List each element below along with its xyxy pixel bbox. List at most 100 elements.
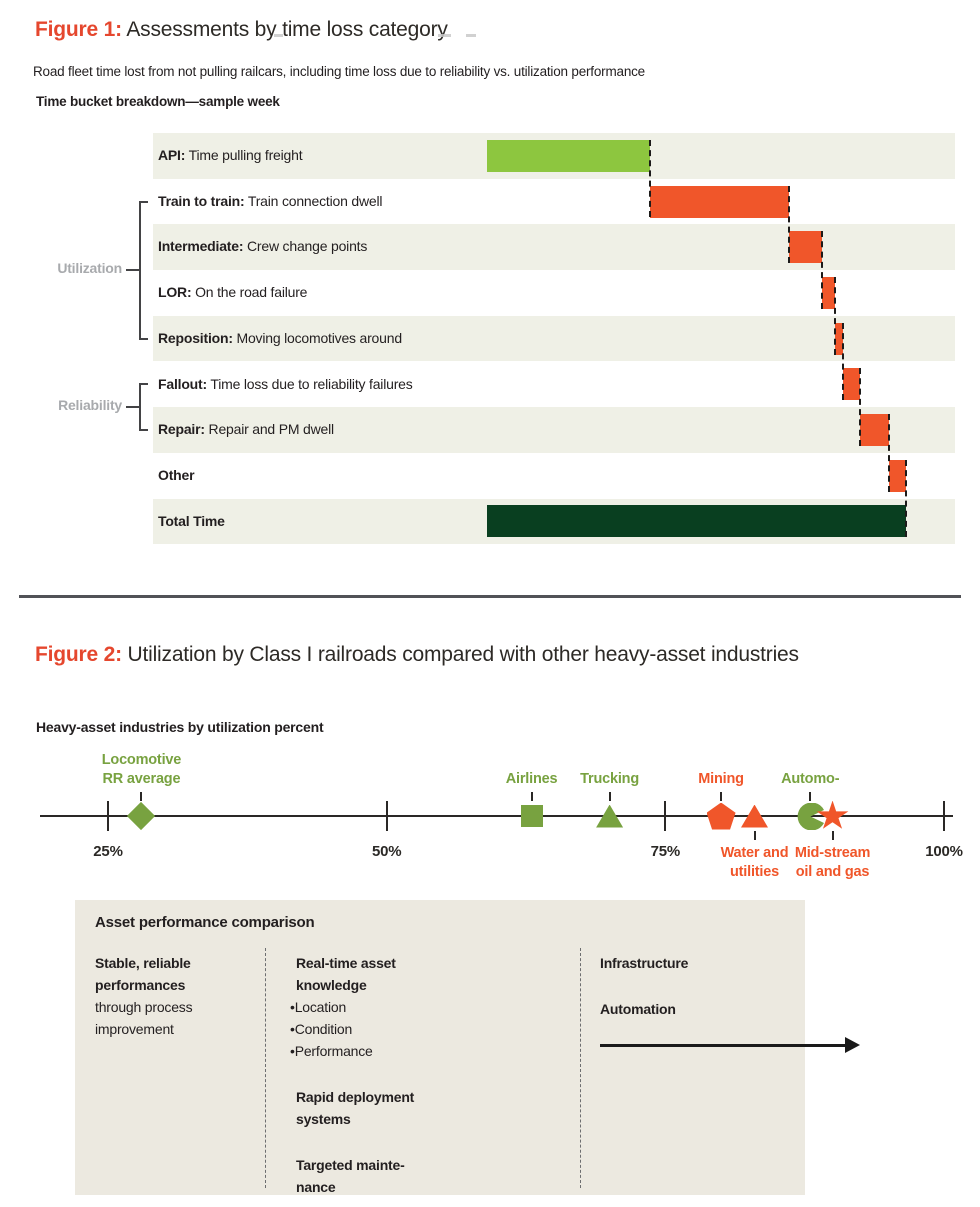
midstream_oil_and_gas-label: Mid-stream oil and gas xyxy=(758,844,908,882)
waterfall-row-label-lor: LOR: On the road failure xyxy=(158,270,307,316)
waterfall-row-band-reposition xyxy=(153,315,955,362)
axis-tick-label: 75% xyxy=(650,843,681,860)
asset-performance-box-title: Asset performance comparison xyxy=(95,914,315,931)
axis-tick xyxy=(664,801,667,831)
axis-tick-label: 50% xyxy=(371,843,402,860)
direction-arrow xyxy=(600,1044,847,1047)
figure1-label: Figure 1: xyxy=(35,18,122,41)
figure1-waterfall-chart: API: Time pulling freight Train to train:… xyxy=(0,0,980,560)
waterfall-row-band-train_to_train xyxy=(153,178,955,225)
midstream_oil_and_gas-pointer xyxy=(831,831,834,840)
mining-label-line: Mining xyxy=(698,771,744,787)
row-label-text: Moving locomotives around xyxy=(232,329,402,346)
trucking-label-line: Trucking xyxy=(580,771,640,787)
waterfall-connector xyxy=(833,276,836,355)
locomotive_rr_average-pointer xyxy=(140,792,143,801)
automotive-marker xyxy=(797,802,824,830)
locomotive_rr_average-label: Locomotive RR average xyxy=(66,751,216,789)
waterfall-bar-train_to_train xyxy=(650,185,789,218)
waterfall-bar-lor xyxy=(822,276,835,309)
figure2-title-text: Utilization by Class I railroads compare… xyxy=(121,643,800,666)
box-column-process: Stable, reliable performances through proc… xyxy=(95,952,260,1040)
row-label-prefix: Train to train: xyxy=(158,192,245,209)
row-label-prefix: Reposition: xyxy=(158,329,233,346)
group-bracket-dash xyxy=(126,406,139,409)
waterfall-row-label-intermediate: Intermediate: Crew change points xyxy=(158,224,367,270)
airlines-pointer xyxy=(530,792,533,801)
axis-tick xyxy=(107,801,109,831)
mining-marker xyxy=(706,802,736,830)
figure2-label: Figure 2: xyxy=(35,643,122,666)
asset-performance-box: Asset performance comparison Stable, rel… xyxy=(75,900,860,1198)
figure2-numberline-chart: 25% 50% 75% 100% Locomotive RR average Airline… xyxy=(40,751,963,882)
waterfall-row-label-api: API: Time pulling freight xyxy=(158,133,303,179)
midstream_oil_and_gas-label-line: Mid-stream xyxy=(794,845,871,861)
box-text-line: •Condition xyxy=(290,1021,353,1037)
box-text-line: Stable, reliable xyxy=(95,955,191,971)
waterfall-bar-intermediate xyxy=(788,231,823,264)
row-label-prefix: Repair: xyxy=(158,421,205,438)
airlines-label-line: Airlines xyxy=(505,771,558,787)
column-divider-dashed xyxy=(265,948,266,1188)
figure1-subtitle: Road fleet time lost from not pulling ra… xyxy=(33,64,645,79)
figure1-chart-heading: Time bucket breakdown—sample week xyxy=(36,94,280,109)
box-text-line: Real-time asset xyxy=(296,955,396,971)
waterfall-row-label-total_time: Total Time xyxy=(158,499,225,545)
axis-tick-label: 25% xyxy=(93,843,123,860)
box-text-line: performances xyxy=(95,977,186,993)
waterfall-bar-other xyxy=(889,459,906,492)
column-gap xyxy=(290,1062,560,1086)
automotive-label-line: Automo- xyxy=(781,771,840,787)
locomotive_rr_average-label-line: RR average xyxy=(102,771,181,787)
box-text-line: Rapid deployment xyxy=(296,1089,415,1105)
waterfall-connector xyxy=(858,368,861,446)
axis-tick-label: 100% xyxy=(925,843,963,860)
axis-tick xyxy=(943,801,945,831)
box-column-asset-knowledge: Real-time asset knowledge •Location •Condit… xyxy=(290,952,560,1198)
figure1-title-text: Assessments by time loss category xyxy=(121,18,448,41)
section-divider xyxy=(19,595,961,598)
water_and_utilities-label-line: utilities xyxy=(730,864,779,880)
waterfall-row-label-repair: Repair: Repair and PM dwell xyxy=(158,407,334,453)
box-column-infrastructure: Infrastructure Automation xyxy=(600,952,795,1020)
row-label-text: Time loss due to reliability failures xyxy=(206,375,413,392)
row-label-prefix: Fallout: xyxy=(158,375,207,392)
row-label-prefix: LOR: xyxy=(158,284,192,301)
water_and_utilities-pointer xyxy=(753,831,756,840)
group-bracket-tick xyxy=(139,200,148,203)
print-artifact xyxy=(466,34,476,37)
print-artifact xyxy=(274,34,283,37)
box-text-line: systems xyxy=(296,1111,351,1127)
box-text-line: knowledge xyxy=(296,977,367,993)
row-label-text: On the road failure xyxy=(191,284,308,301)
waterfall-connector xyxy=(905,459,907,538)
group-label-reliability: Reliability xyxy=(58,397,122,414)
waterfall-connector xyxy=(649,139,652,218)
waterfall-row-band-fallout xyxy=(153,361,955,408)
box-text-line: improvement xyxy=(95,1021,174,1037)
row-label-text: Repair and PM dwell xyxy=(204,421,335,438)
box-text-line: Targeted mainte- xyxy=(296,1157,405,1173)
row-label-prefix: Other xyxy=(158,466,195,483)
midstream_oil_and_gas-label-line: oil and gas xyxy=(795,864,870,880)
locomotive_rr_average-label-line: Locomotive xyxy=(101,752,182,768)
column-gap xyxy=(600,974,795,998)
row-label-text: Train connection dwell xyxy=(244,192,383,209)
waterfall-bar-api xyxy=(487,139,651,172)
group-bracket-tick xyxy=(139,383,148,386)
waterfall-row-band-other xyxy=(153,452,955,499)
axis-tick xyxy=(385,801,388,831)
waterfall-row-band-repair xyxy=(153,407,955,453)
waterfall-connector xyxy=(888,414,891,492)
row-label-prefix: Intermediate: xyxy=(158,238,244,255)
waterfall-bar-total_time xyxy=(487,505,906,538)
mining-label: Mining xyxy=(646,770,796,789)
water_and_utilities-label-line: Water and xyxy=(720,845,789,861)
numberline-axis xyxy=(40,815,953,817)
group-bracket-tick xyxy=(139,337,148,340)
mining-pointer xyxy=(720,792,723,801)
figure1-title: Figure 1: Assessments by time loss categ… xyxy=(35,18,448,42)
group-bracket-line xyxy=(139,201,141,339)
row-label-text: Time pulling freight xyxy=(185,147,303,163)
print-artifact xyxy=(438,34,451,37)
